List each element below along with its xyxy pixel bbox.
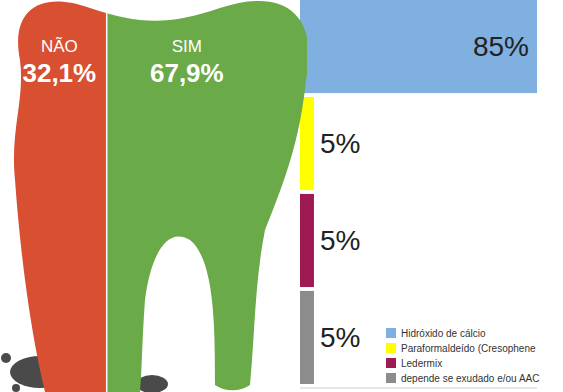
legend: Hidróxido de cálcio Paraformaldeído (Cres… bbox=[386, 328, 539, 384]
bar bbox=[300, 194, 314, 287]
legend-swatch bbox=[386, 328, 396, 338]
bar-labels: 85% 5% 5% 5% bbox=[320, 31, 529, 353]
legend-label: Hidróxido de cálcio bbox=[401, 328, 486, 339]
legend-label: Paraformaldeído (Cresophene bbox=[401, 343, 536, 354]
legend-swatch bbox=[386, 373, 396, 383]
data-label: 67,9% bbox=[150, 58, 224, 88]
legend-item: Ledermix bbox=[386, 358, 442, 369]
bars bbox=[300, 0, 537, 384]
tooth bbox=[12, 0, 307, 392]
legend-swatch bbox=[386, 358, 396, 368]
data-label: 5% bbox=[320, 128, 360, 159]
data-label: 5% bbox=[320, 225, 360, 256]
tooth-segment bbox=[107, 0, 307, 392]
bar bbox=[300, 291, 314, 384]
legend-swatch bbox=[386, 343, 396, 353]
bar bbox=[300, 0, 537, 93]
data-label: 85% bbox=[473, 31, 529, 62]
chart: NÃO 32,1% SIM 67,9% 85% 5% 5% 5% Hidróxido de cá… bbox=[0, 0, 563, 392]
legend-item: depende se exudado e/ou AAC bbox=[386, 373, 539, 384]
legend-label: Ledermix bbox=[401, 358, 442, 369]
tooth-labels: NÃO 32,1% SIM 67,9% bbox=[22, 37, 223, 88]
tooth-segment bbox=[12, 0, 107, 392]
axis-line bbox=[300, 388, 537, 389]
bar bbox=[300, 97, 314, 190]
legend-item: Hidróxido de cálcio bbox=[386, 328, 486, 339]
legend-label: depende se exudado e/ou AAC bbox=[401, 373, 539, 384]
divider bbox=[106, 0, 108, 392]
data-label: 32,1% bbox=[22, 58, 96, 88]
category-label: NÃO bbox=[41, 37, 78, 56]
legend-item: Paraformaldeído (Cresophene bbox=[386, 343, 536, 354]
category-label: SIM bbox=[172, 37, 202, 56]
data-label: 5% bbox=[320, 322, 360, 353]
